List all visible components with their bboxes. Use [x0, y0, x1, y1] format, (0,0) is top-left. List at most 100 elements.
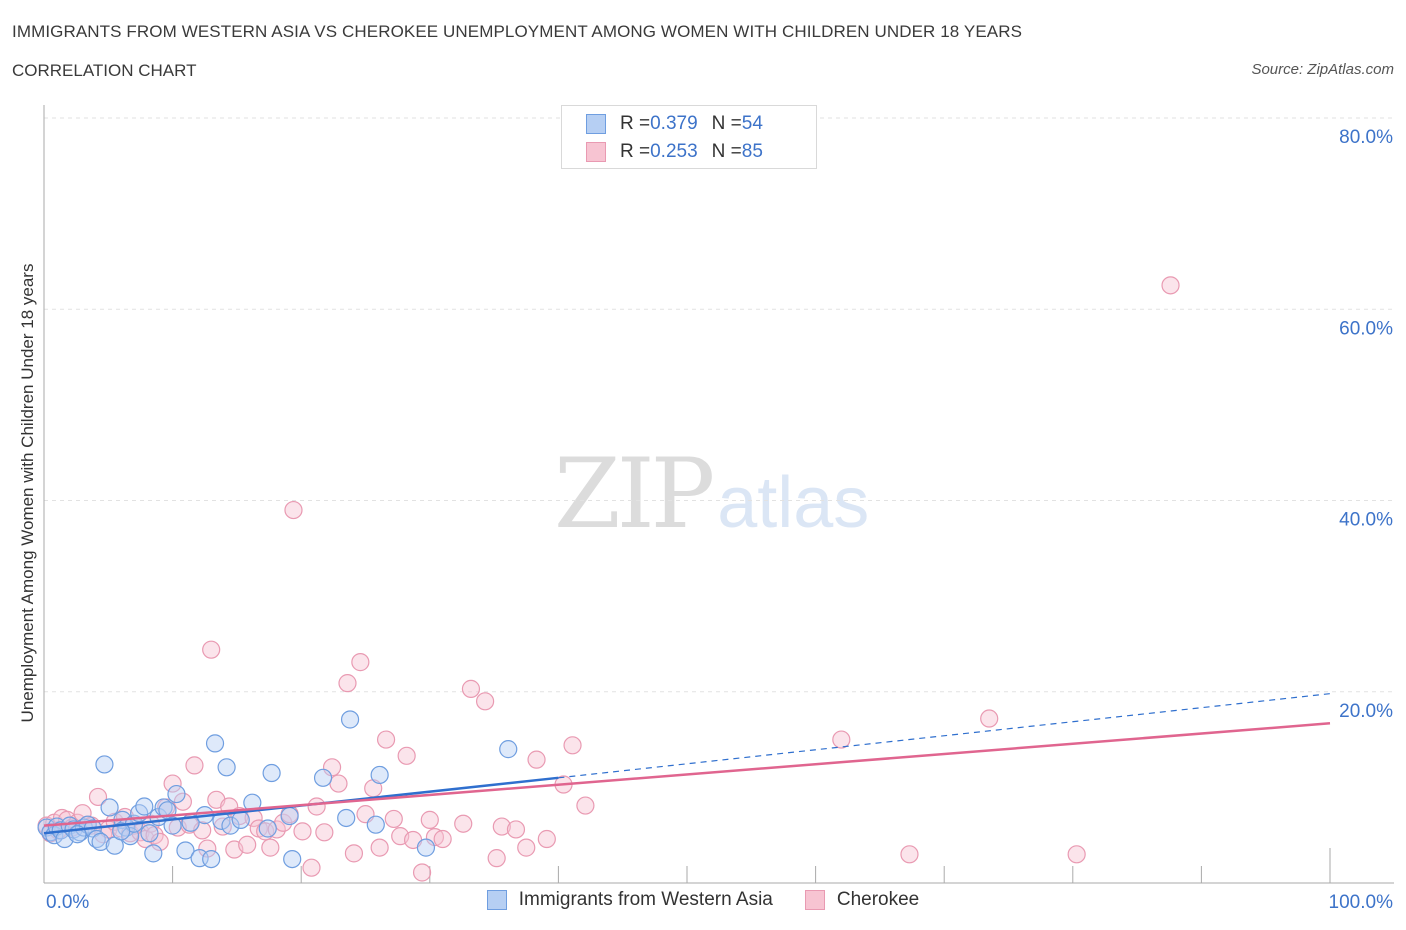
y-tick-label: 20.0%: [1339, 701, 1393, 722]
series-legend: Immigrants from Western Asia Cherokee: [0, 889, 1406, 911]
stats-row-western-asia: R = 0.379 N = 54: [586, 112, 763, 136]
cherokee-point: [454, 814, 473, 833]
cherokee-point: [420, 810, 439, 829]
cherokee-point: [461, 679, 481, 698]
legend-item-cherokee[interactable]: Cherokee: [804, 889, 920, 911]
x-tick-label: 0.0%: [46, 892, 89, 913]
blue-swatch: [586, 114, 606, 134]
cherokee-point: [506, 820, 526, 839]
cherokee-point: [198, 839, 217, 858]
cherokee-point: [475, 692, 495, 711]
cherokee-point: [293, 822, 312, 841]
cherokee-point: [238, 835, 257, 854]
gridlines: [44, 117, 1394, 693]
cherokee-point: [980, 709, 999, 728]
western-asia-point: [370, 765, 389, 785]
cherokee-point: [433, 829, 452, 849]
western-asia-point: [202, 849, 221, 869]
western-asia-point: [262, 763, 281, 783]
western-asia-point: [258, 819, 277, 838]
legend-label: Cherokee: [836, 889, 920, 910]
western-asia-point: [337, 808, 356, 828]
n-label: N =: [711, 113, 742, 134]
tick-labels: 20.0% 40.0% 60.0% 80.0% 0.0% 100.0%: [46, 127, 1393, 913]
cherokee-point: [832, 730, 851, 749]
cherokee-point: [517, 838, 536, 857]
western-asia-point: [95, 755, 114, 774]
cherokee-point: [563, 736, 582, 755]
western-asia-point: [499, 740, 518, 759]
cherokee-point: [537, 829, 556, 849]
cherokee-point: [185, 756, 204, 775]
stats-row-cherokee: R = 0.253 N = 85: [586, 140, 763, 164]
x-tick-label: 100.0%: [1329, 892, 1394, 913]
western-asia-point: [140, 824, 159, 843]
western-asia-point: [217, 758, 236, 777]
source-credit: Source: ZipAtlas.com: [1251, 61, 1394, 78]
cherokee-point: [322, 758, 342, 777]
trend-lines: [43, 693, 1331, 835]
cherokee-point: [397, 746, 416, 765]
legend-item-western-asia[interactable]: Immigrants from Western Asia: [486, 889, 773, 911]
western-asia-point: [167, 784, 186, 804]
r-label: R =: [620, 113, 651, 134]
y-tick-label: 40.0%: [1339, 510, 1393, 531]
cherokee-point: [307, 797, 326, 816]
cherokee-point: [412, 863, 432, 882]
western-asia-point: [91, 832, 110, 851]
cherokee-point: [338, 674, 357, 693]
cherokee-point: [492, 817, 511, 836]
chart-title: IMMIGRANTS FROM WESTERN ASIA VS CHEROKEE…: [12, 22, 1023, 41]
cherokee-point: [88, 787, 108, 807]
cherokee-point: [315, 823, 334, 842]
cherokee-point: [329, 774, 348, 793]
y-tick-label: 80.0%: [1339, 127, 1393, 148]
cherokee-point: [261, 838, 280, 857]
y-tick-label: 60.0%: [1339, 318, 1393, 339]
western-asia-point: [135, 797, 154, 816]
pink-swatch: [804, 890, 825, 910]
cherokee-trend-line: [43, 722, 1331, 827]
chart-subtitle: CORRELATION CHART: [12, 61, 197, 80]
cherokee-point: [370, 838, 389, 857]
western-asia-point: [313, 768, 333, 787]
western-asia-point: [144, 844, 163, 863]
cherokee-point: [202, 640, 221, 659]
western-asia-point: [340, 710, 360, 729]
western-asia-point: [163, 816, 182, 835]
cherokee-point: [302, 858, 321, 877]
n-value: 54: [741, 113, 763, 134]
cherokee-point: [351, 653, 370, 672]
western-asia-point: [221, 816, 240, 835]
western-asia-point: [205, 734, 225, 753]
western-asia-point: [112, 822, 131, 841]
axes: [43, 105, 1394, 884]
n-label: N =: [711, 141, 742, 162]
western-asia-trend-extension: [558, 693, 1331, 779]
blue-swatch: [486, 890, 507, 910]
cherokee-point: [256, 822, 275, 841]
western-asia-point: [366, 815, 385, 834]
y-axis-label: Unemployment Among Women with Children U…: [18, 263, 37, 723]
western-asia-point: [416, 838, 436, 857]
r-label: R =: [620, 141, 651, 162]
cherokee-point: [163, 774, 182, 793]
cherokee-point: [1161, 276, 1180, 295]
cherokee-point: [527, 750, 546, 769]
data-points: [37, 276, 1180, 882]
western-asia-point: [283, 849, 302, 869]
cherokee-point: [376, 730, 396, 749]
western-asia-point: [280, 806, 299, 826]
n-value: 85: [741, 141, 763, 162]
pink-swatch: [586, 142, 606, 162]
western-asia-point: [100, 798, 119, 817]
cherokee-point: [1067, 845, 1086, 864]
cherokee-point: [384, 809, 403, 829]
legend-label: Immigrants from Western Asia: [518, 889, 773, 910]
r-value: 0.379: [650, 113, 698, 134]
r-value: 0.253: [650, 141, 698, 162]
cherokee-point: [213, 817, 232, 836]
stats-legend: R = 0.379 N = 54 R = 0.253 N = 85: [561, 105, 817, 169]
cherokee-point: [284, 500, 303, 520]
